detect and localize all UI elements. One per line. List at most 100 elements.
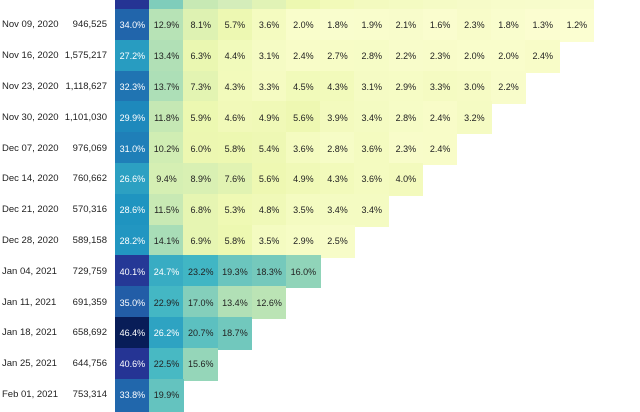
heatmap-cell: 28.6% bbox=[115, 193, 150, 227]
heatmap-cell: 6.8% bbox=[183, 193, 219, 227]
heatmap-cell: 5.6% bbox=[251, 162, 287, 196]
row-label: Jan 25, 2021 bbox=[2, 358, 57, 370]
heatmap-cell: 5.7% bbox=[217, 8, 253, 42]
strip-cell bbox=[115, 0, 150, 10]
heatmap-cell: 34.0% bbox=[115, 8, 150, 42]
cohort-size: 691,359 bbox=[72, 296, 107, 308]
heatmap-cell: 3.0% bbox=[457, 70, 492, 104]
strip-cell bbox=[559, 0, 595, 10]
heatmap-cell: 4.4% bbox=[217, 39, 253, 73]
strip-cell bbox=[491, 0, 526, 10]
cohort-size: 946,525 bbox=[72, 19, 107, 31]
heatmap-cell: 2.2% bbox=[491, 70, 526, 104]
heatmap-cell: 3.3% bbox=[251, 70, 287, 104]
heatmap-cell: 2.4% bbox=[525, 39, 561, 73]
heatmap-cell: 2.2% bbox=[388, 39, 424, 73]
heatmap-cell: 33.8% bbox=[115, 378, 150, 412]
heatmap-cell: 3.5% bbox=[251, 224, 287, 258]
row-label: Jan 18, 2021 bbox=[2, 327, 57, 339]
heatmap-cell: 3.2% bbox=[457, 101, 492, 135]
heatmap-cell: 18.7% bbox=[217, 316, 253, 350]
heatmap-cell: 32.3% bbox=[115, 70, 150, 104]
heatmap-cell: 17.0% bbox=[183, 286, 219, 320]
heatmap-cell: 2.3% bbox=[457, 8, 492, 42]
row-label: Nov 23, 2020 bbox=[2, 81, 59, 92]
heatmap-cell: 4.3% bbox=[217, 70, 253, 104]
cohort-size: 1,118,627 bbox=[65, 81, 107, 92]
heatmap-cell: 6.0% bbox=[183, 132, 219, 166]
heatmap-cell: 26.6% bbox=[115, 162, 150, 196]
heatmap-cell: 7.3% bbox=[183, 70, 219, 104]
heatmap-cell: 3.4% bbox=[320, 193, 355, 227]
heatmap-cell: 3.6% bbox=[251, 8, 287, 42]
strip-cell bbox=[149, 0, 184, 10]
heatmap-cell: 8.1% bbox=[183, 8, 219, 42]
heatmap-cell: 6.3% bbox=[183, 39, 219, 73]
heatmap-cell: 2.8% bbox=[388, 101, 424, 135]
cohort-size: 658,692 bbox=[72, 327, 107, 339]
heatmap-cell: 3.6% bbox=[354, 162, 390, 196]
heatmap-cell: 4.0% bbox=[388, 162, 424, 196]
row-label: Nov 16, 2020 bbox=[2, 50, 59, 62]
heatmap-cell: 1.2% bbox=[559, 8, 595, 42]
heatmap-cell: 13.4% bbox=[149, 39, 184, 73]
heatmap-cell: 6.9% bbox=[183, 224, 219, 258]
cohort-size: 589,158 bbox=[72, 235, 107, 246]
cohort-size: 644,756 bbox=[72, 358, 107, 370]
heatmap-cell: 2.4% bbox=[422, 101, 458, 135]
heatmap-cell: 28.2% bbox=[115, 224, 150, 258]
heatmap-cell: 22.9% bbox=[149, 286, 184, 320]
heatmap-cell: 19.9% bbox=[149, 378, 184, 412]
heatmap-cell: 4.3% bbox=[320, 162, 355, 196]
heatmap-cell: 1.9% bbox=[354, 8, 390, 42]
row-label: Jan 04, 2021 bbox=[2, 265, 57, 277]
heatmap-cell: 2.4% bbox=[422, 132, 458, 166]
row-label: Nov 09, 2020 bbox=[2, 19, 59, 31]
heatmap-cell: 35.0% bbox=[115, 286, 150, 320]
heatmap-cell: 40.6% bbox=[115, 347, 150, 381]
strip-cell bbox=[457, 0, 492, 10]
heatmap-cell: 5.6% bbox=[286, 101, 321, 135]
heatmap-cell: 4.3% bbox=[320, 70, 355, 104]
heatmap-cell: 13.4% bbox=[217, 286, 253, 320]
heatmap-cell: 2.4% bbox=[286, 39, 321, 73]
heatmap-cell: 2.3% bbox=[388, 132, 424, 166]
heatmap-cell: 3.1% bbox=[251, 39, 287, 73]
heatmap-cell: 2.0% bbox=[457, 39, 492, 73]
heatmap-cell: 11.8% bbox=[149, 101, 184, 135]
heatmap-cell: 5.8% bbox=[217, 132, 253, 166]
heatmap-cell: 4.9% bbox=[286, 162, 321, 196]
cohort-size: 729,759 bbox=[72, 265, 107, 277]
cohort-heatmap: Nov 09, 2020 946,525 34.0% 12.9% 8.1% 5.7% 3.6… bbox=[2, 0, 595, 412]
row-label: Dec 21, 2020 bbox=[2, 204, 59, 216]
heatmap-cell: 22.5% bbox=[149, 347, 184, 381]
heatmap-cell: 3.9% bbox=[320, 101, 355, 135]
heatmap-cell: 1.8% bbox=[491, 8, 526, 42]
heatmap-cell: 2.0% bbox=[491, 39, 526, 73]
strip-cell bbox=[320, 0, 355, 10]
heatmap-cell: 7.6% bbox=[217, 162, 253, 196]
strip-cell bbox=[388, 0, 424, 10]
heatmap-cell: 12.9% bbox=[149, 8, 184, 42]
heatmap-cell: 5.8% bbox=[217, 224, 253, 258]
heatmap-cell: 3.3% bbox=[422, 70, 458, 104]
strip-cell bbox=[354, 0, 390, 10]
cohort-size: 1,101,030 bbox=[64, 111, 107, 123]
heatmap-cell: 26.2% bbox=[149, 316, 184, 350]
heatmap-cell: 12.6% bbox=[251, 286, 287, 320]
strip-cell bbox=[422, 0, 458, 10]
heatmap-cell: 10.2% bbox=[149, 132, 184, 166]
cohort-size: 753,314 bbox=[72, 389, 107, 400]
heatmap-cell: 2.8% bbox=[320, 132, 355, 166]
row-label: Nov 30, 2020 bbox=[2, 111, 59, 123]
heatmap-cell: 18.3% bbox=[251, 255, 287, 289]
heatmap-cell: 13.7% bbox=[149, 70, 184, 104]
heatmap-cell: 23.2% bbox=[183, 255, 219, 289]
cohort-size: 760,662 bbox=[72, 173, 107, 185]
heatmap-cell: 5.4% bbox=[251, 132, 287, 166]
row-label: Dec 07, 2020 bbox=[2, 142, 59, 154]
heatmap-cell: 5.3% bbox=[217, 193, 253, 227]
heatmap-cell: 2.0% bbox=[286, 8, 321, 42]
heatmap-cell: 2.7% bbox=[320, 39, 355, 73]
heatmap-cell: 1.8% bbox=[320, 8, 355, 42]
